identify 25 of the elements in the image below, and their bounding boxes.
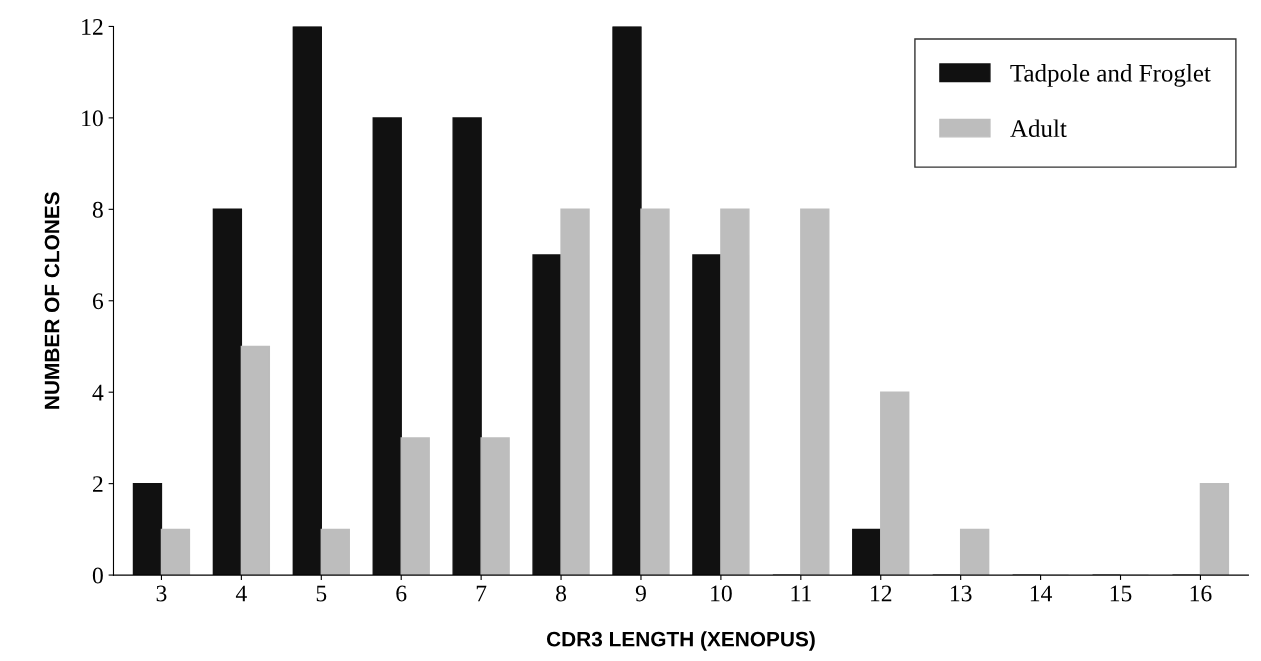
x-tick-label: 16 xyxy=(1190,585,1212,602)
y-tick-label: 0 xyxy=(92,567,103,584)
x-tick-label: 6 xyxy=(396,585,407,602)
x-tick-label: 12 xyxy=(871,585,892,602)
x-tick-label: 4 xyxy=(235,585,247,602)
x-tick-label: 5 xyxy=(316,585,327,602)
x-tick-label: 10 xyxy=(711,585,732,602)
x-tick-label: 15 xyxy=(1110,585,1132,602)
y-tick-label: 8 xyxy=(92,201,103,218)
x-tick-label: 9 xyxy=(635,585,646,602)
y-tick-label: 2 xyxy=(93,476,103,492)
x-tick-label: 11 xyxy=(791,585,811,602)
x-tick-label: 13 xyxy=(950,585,972,602)
x-tick-label: 14 xyxy=(1030,585,1053,602)
legend-label: Tadpole and Froglet xyxy=(1010,64,1211,87)
y-tick-label: 4 xyxy=(92,384,104,401)
legend-label: Adult xyxy=(1010,119,1067,138)
y-tick-label: 10 xyxy=(82,110,103,127)
x-tick-label: 3 xyxy=(156,585,167,602)
y-tick-label: 6 xyxy=(92,293,104,310)
x-axis-title: CDR3 LENGTH (XENOPUS) xyxy=(546,631,815,651)
x-tick-label: 7 xyxy=(476,585,487,602)
y-tick-label: 12 xyxy=(82,19,103,35)
x-tick-label: 8 xyxy=(556,585,567,602)
y-axis-title: NUMBER OF CLONES xyxy=(44,192,60,409)
